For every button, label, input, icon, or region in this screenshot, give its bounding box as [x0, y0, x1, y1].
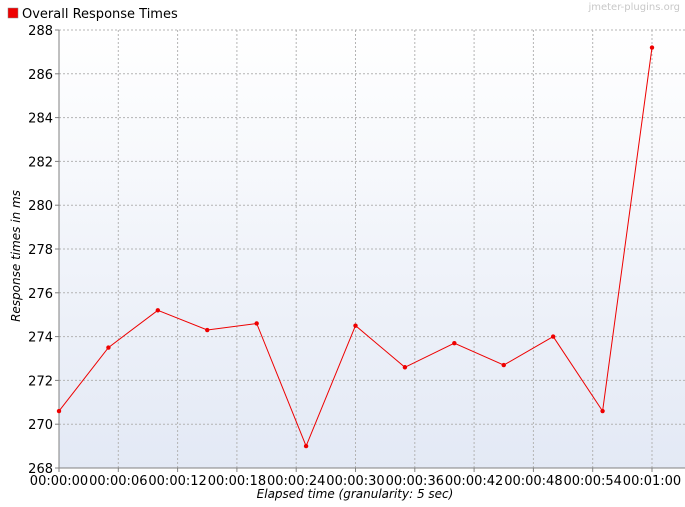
y-tick-label: 276 [28, 287, 53, 302]
x-tick-labels: 00:00:00 00:00:06 00:00:12 00:00:18 00:00:24… [30, 474, 681, 489]
x-tick-label: 00:00:30 [326, 474, 384, 489]
x-axis-title: Elapsed time (granularity: 5 sec) [257, 487, 454, 501]
legend-swatch [7, 7, 19, 19]
x-tick-label: 00:00:42 [445, 474, 503, 489]
y-tick-label: 272 [28, 374, 53, 389]
y-tick-label: 274 [28, 331, 53, 346]
data-point [303, 443, 309, 449]
y-tick-label: 284 [28, 112, 53, 127]
y-axis-title: Response times in ms [9, 190, 23, 322]
series-layer [56, 45, 655, 449]
x-tick-label: 00:00:54 [564, 474, 622, 489]
data-point [254, 321, 259, 326]
data-point [106, 345, 111, 350]
y-tick-label: 282 [28, 155, 53, 170]
data-point [56, 408, 62, 414]
y-tick-label: 268 [28, 462, 53, 477]
data-point [205, 327, 210, 333]
x-tick-label: 00:00:18 [208, 474, 266, 489]
grid-lines [59, 29, 685, 469]
y-tick-label: 270 [28, 418, 53, 433]
x-tick-label: 00:01:00 [623, 474, 681, 489]
x-tick-label: 00:00:48 [504, 474, 562, 489]
legend-label: Overall Response Times [22, 7, 178, 22]
x-tick-label: 00:00:24 [267, 474, 325, 489]
data-point [501, 362, 506, 368]
x-tick-label: 00:00:36 [386, 474, 444, 489]
data-point [155, 308, 161, 313]
data-point [600, 408, 605, 414]
data-point [353, 323, 358, 328]
y-tick-labels: 268 270 272 274 276 278 280 282 284 286 288 [28, 24, 53, 477]
data-point [649, 45, 655, 50]
x-tick-label: 00:00:12 [148, 474, 206, 489]
y-tick-label: 286 [28, 68, 53, 83]
x-tick-label: 00:00:06 [89, 474, 147, 489]
y-tick-label: 278 [28, 243, 53, 258]
y-tick-label: 288 [28, 24, 53, 39]
data-point [402, 365, 408, 370]
x-tick-label: 00:00:00 [30, 474, 88, 489]
watermark: jmeter-plugins.org [587, 2, 680, 13]
y-tick-label: 280 [28, 199, 53, 214]
axes [55, 29, 685, 472]
data-point [550, 334, 556, 339]
data-point [452, 340, 457, 346]
